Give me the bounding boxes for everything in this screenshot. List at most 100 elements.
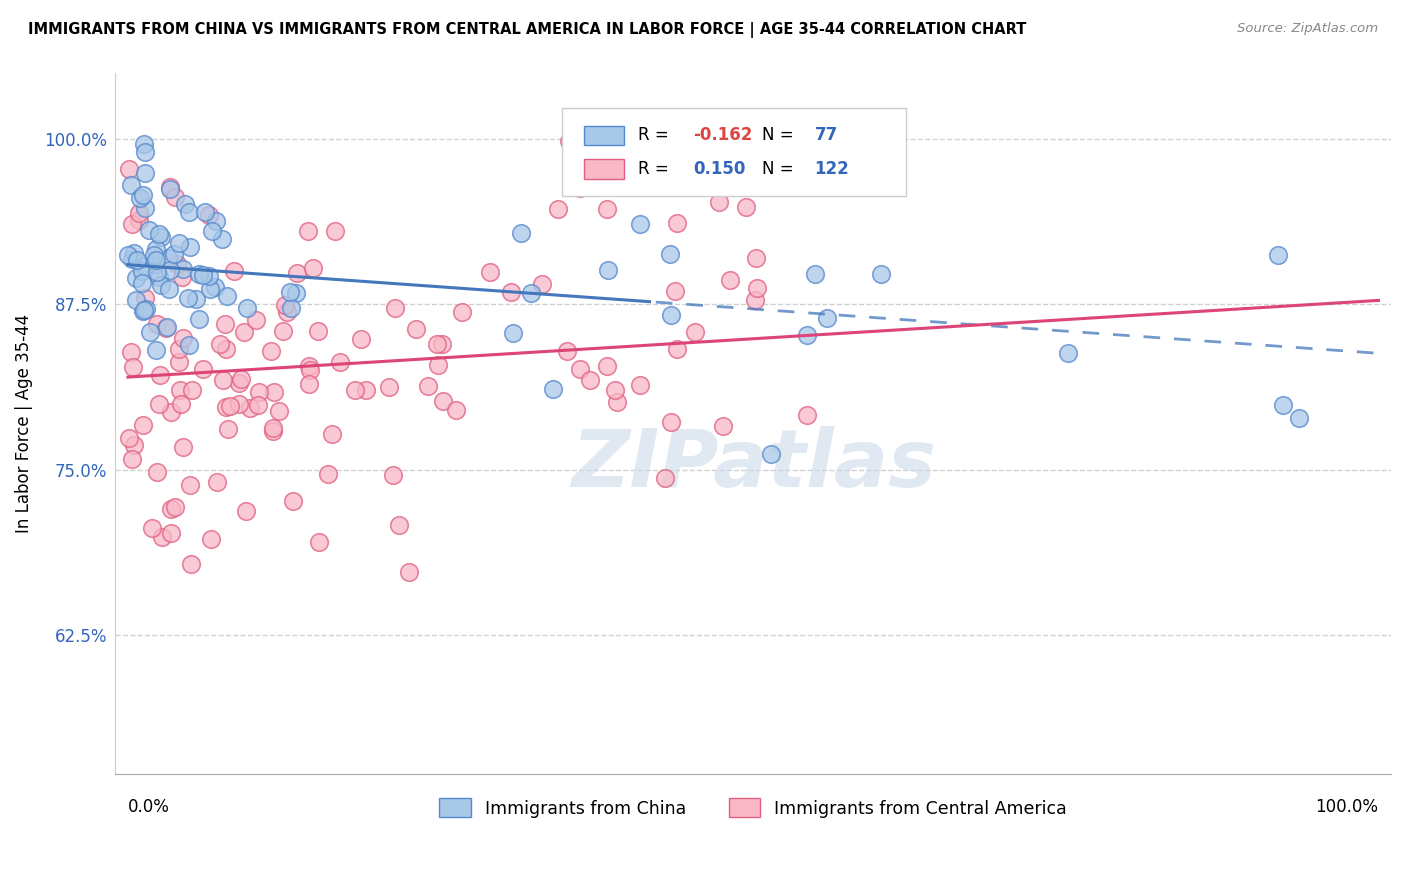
Point <box>169 355 191 369</box>
Point <box>205 475 228 490</box>
Text: 0.0%: 0.0% <box>128 797 170 815</box>
Point <box>283 494 305 508</box>
Point <box>510 226 533 240</box>
Point <box>117 248 139 262</box>
Point <box>228 397 250 411</box>
Point <box>122 438 145 452</box>
Text: N =: N = <box>762 127 799 145</box>
Text: 122: 122 <box>814 160 849 178</box>
Point <box>149 368 172 382</box>
Point <box>236 301 259 315</box>
Point <box>211 232 233 246</box>
Point <box>1288 410 1310 425</box>
Point <box>499 285 522 299</box>
Point <box>1057 345 1080 359</box>
Text: 0.150: 0.150 <box>693 160 745 178</box>
Point <box>432 336 454 351</box>
Point <box>165 500 187 514</box>
Point <box>180 383 202 397</box>
Text: N =: N = <box>762 160 799 178</box>
Point <box>815 310 838 325</box>
Point <box>262 421 284 435</box>
Point <box>217 422 239 436</box>
Point <box>870 267 893 281</box>
Point <box>229 372 252 386</box>
Point <box>426 336 449 351</box>
Text: -0.162: -0.162 <box>693 127 752 145</box>
Point <box>735 200 758 214</box>
Point <box>131 417 153 432</box>
Point <box>718 272 741 286</box>
Point <box>132 136 155 151</box>
Point <box>201 224 224 238</box>
Point <box>179 240 201 254</box>
Point <box>796 327 818 342</box>
Point <box>217 289 239 303</box>
Point <box>120 345 142 359</box>
Point <box>596 202 619 216</box>
Point <box>328 355 350 369</box>
Point <box>605 383 627 397</box>
Point <box>187 312 209 326</box>
Point <box>378 380 401 394</box>
Point <box>541 382 564 396</box>
Point <box>148 227 170 241</box>
Point <box>159 263 181 277</box>
Legend: Immigrants from China, Immigrants from Central America: Immigrants from China, Immigrants from C… <box>433 791 1074 825</box>
Point <box>659 247 682 261</box>
Point <box>235 504 257 518</box>
Point <box>200 282 222 296</box>
Point <box>166 257 188 271</box>
Point <box>167 236 190 251</box>
Point <box>323 224 346 238</box>
Point <box>180 558 202 572</box>
Point <box>321 427 343 442</box>
Point <box>174 197 197 211</box>
Point <box>262 424 284 438</box>
Point <box>596 359 619 373</box>
Point <box>187 267 209 281</box>
Point <box>298 377 321 392</box>
Point <box>131 264 153 278</box>
Point <box>148 397 170 411</box>
Point <box>711 419 734 434</box>
Point <box>426 358 449 372</box>
Point <box>298 359 321 373</box>
Point <box>128 191 150 205</box>
Point <box>139 325 162 339</box>
Point <box>212 373 235 387</box>
Point <box>214 318 236 332</box>
Point <box>117 431 139 445</box>
Text: Source: ZipAtlas.com: Source: ZipAtlas.com <box>1237 22 1378 36</box>
Point <box>759 447 782 461</box>
Point <box>169 383 191 397</box>
Point <box>547 202 569 216</box>
Point <box>745 251 768 265</box>
Point <box>316 467 339 481</box>
Point <box>446 402 468 417</box>
Point <box>194 205 217 219</box>
Point <box>568 362 591 376</box>
Point <box>134 145 156 160</box>
Point <box>233 325 256 339</box>
Point <box>285 266 308 280</box>
Point <box>222 264 245 278</box>
Point <box>209 336 232 351</box>
Point <box>276 304 298 318</box>
Point <box>141 521 163 535</box>
Point <box>132 304 155 318</box>
Point <box>568 180 591 194</box>
Point <box>152 530 174 544</box>
Point <box>405 322 427 336</box>
Point <box>146 466 169 480</box>
Point <box>215 400 238 414</box>
Point <box>555 344 578 359</box>
Point <box>134 166 156 180</box>
Point <box>796 409 818 423</box>
Point <box>239 401 262 416</box>
Text: R =: R = <box>638 127 675 145</box>
Point <box>135 301 157 316</box>
Point <box>308 534 330 549</box>
Point <box>131 276 153 290</box>
Point <box>664 284 686 298</box>
